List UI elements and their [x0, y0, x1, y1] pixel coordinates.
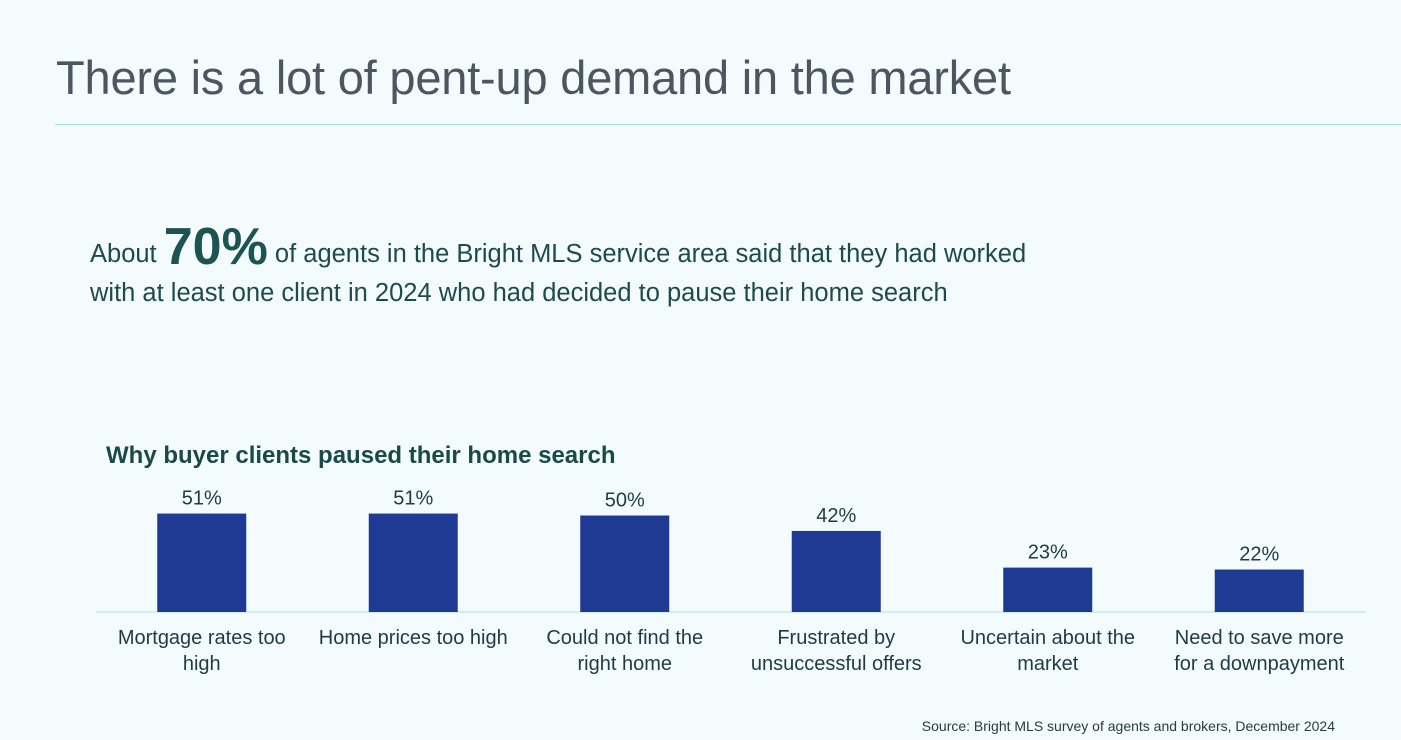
source-note: Source: Bright MLS survey of agents and … [921, 718, 1335, 734]
headline-line2: with at least one client in 2024 who had… [90, 279, 948, 307]
category-label: Could not find the [546, 627, 703, 649]
headline-line1-rest: of agents in the Bright MLS service area… [274, 240, 1027, 268]
category-label: Frustrated by [777, 627, 895, 649]
bar-chart: 51% Mortgage rates too high 51% Home prices … [96, 488, 1366, 675]
data-label: 51% [182, 488, 222, 510]
title-divider [55, 124, 1401, 125]
data-label: 23% [1028, 542, 1068, 564]
data-label: 42% [816, 505, 856, 527]
headline-highlight-stat: 70% [163, 218, 268, 276]
data-label: 50% [605, 490, 645, 512]
bar [157, 513, 247, 612]
category-label: Uncertain about the [960, 627, 1135, 649]
category-label: high [183, 653, 221, 675]
category-label: right home [578, 653, 673, 675]
category-label: unsuccessful offers [751, 653, 922, 675]
page-title: There is a lot of pent-up demand in the … [56, 51, 1011, 104]
category-label: market [1017, 653, 1079, 675]
category-label: Mortgage rates too [118, 627, 286, 649]
data-label: 51% [393, 488, 433, 510]
bar [368, 513, 458, 612]
category-label: Need to save more [1175, 627, 1344, 649]
bar [1214, 569, 1304, 612]
headline-prefix: About [90, 240, 157, 268]
headline-statement: About 70% of agents in the Bright MLS se… [90, 221, 1170, 313]
category-label: for a downpayment [1174, 653, 1345, 675]
chart-title: Why buyer clients paused their home sear… [106, 442, 616, 469]
bar [580, 515, 670, 612]
category-label: Home prices too high [319, 627, 508, 649]
bar [1003, 567, 1093, 612]
bar [791, 530, 881, 612]
data-label: 22% [1239, 544, 1279, 566]
